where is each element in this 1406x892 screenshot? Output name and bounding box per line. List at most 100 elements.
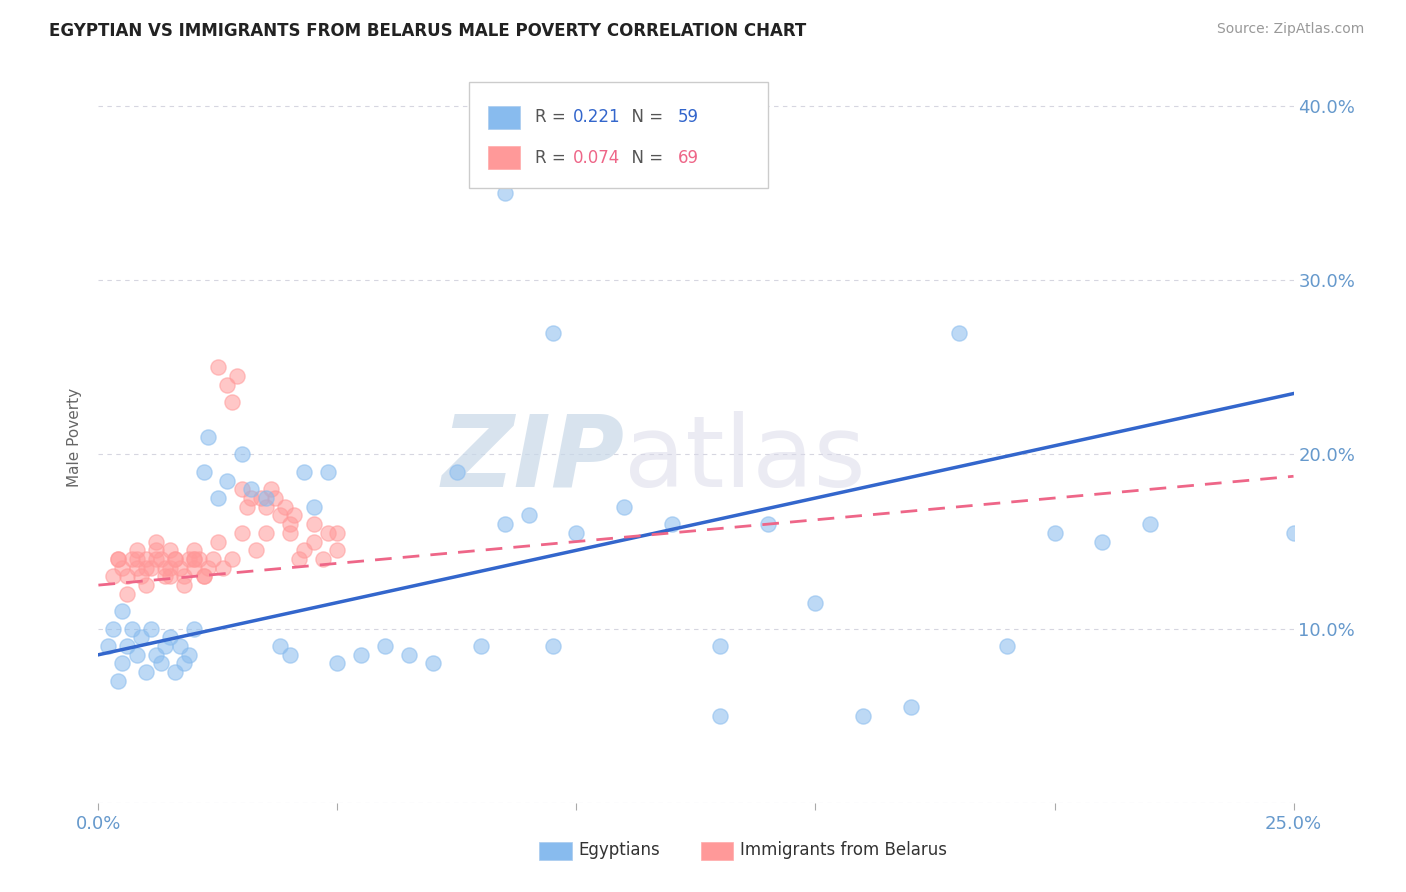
Point bbox=[183, 543, 205, 558]
Point bbox=[207, 360, 229, 375]
Point bbox=[125, 648, 148, 662]
Point bbox=[494, 186, 516, 201]
Point bbox=[163, 665, 186, 680]
Point bbox=[278, 525, 301, 540]
Point bbox=[221, 552, 243, 566]
Point bbox=[250, 491, 273, 505]
Point bbox=[226, 369, 249, 384]
Point bbox=[207, 534, 229, 549]
Point bbox=[326, 543, 349, 558]
Point bbox=[111, 657, 134, 671]
Point bbox=[135, 665, 157, 680]
Point bbox=[169, 560, 191, 574]
Point bbox=[1282, 525, 1305, 540]
Point bbox=[159, 631, 181, 645]
Point bbox=[149, 552, 172, 566]
Point bbox=[221, 395, 243, 409]
Point bbox=[131, 631, 153, 645]
Point bbox=[187, 552, 209, 566]
Point bbox=[115, 569, 138, 583]
FancyBboxPatch shape bbox=[540, 842, 572, 860]
Point bbox=[183, 552, 205, 566]
Point bbox=[97, 639, 120, 653]
Point bbox=[111, 560, 134, 574]
Text: 0.221: 0.221 bbox=[572, 109, 620, 127]
Point bbox=[292, 465, 315, 479]
Point bbox=[197, 560, 219, 574]
Point bbox=[1091, 534, 1114, 549]
Point bbox=[121, 552, 143, 566]
Point bbox=[278, 517, 301, 532]
Point bbox=[145, 534, 167, 549]
Point bbox=[217, 474, 239, 488]
Point bbox=[107, 552, 129, 566]
Point bbox=[302, 517, 325, 532]
Text: N =: N = bbox=[620, 109, 668, 127]
Point bbox=[183, 622, 205, 636]
Point bbox=[135, 560, 157, 574]
Point bbox=[111, 604, 134, 618]
Point bbox=[101, 569, 124, 583]
Point bbox=[121, 622, 143, 636]
Point bbox=[240, 483, 263, 497]
Point bbox=[193, 569, 215, 583]
Point bbox=[139, 622, 162, 636]
Text: 59: 59 bbox=[678, 109, 699, 127]
Point bbox=[155, 639, 177, 653]
Point bbox=[374, 639, 396, 653]
Point bbox=[193, 569, 215, 583]
Text: Immigrants from Belarus: Immigrants from Belarus bbox=[740, 841, 948, 859]
Point bbox=[169, 639, 191, 653]
Point bbox=[145, 648, 167, 662]
Point bbox=[264, 491, 287, 505]
Point bbox=[159, 560, 181, 574]
Point bbox=[661, 517, 683, 532]
Point bbox=[316, 525, 339, 540]
Point bbox=[350, 648, 373, 662]
FancyBboxPatch shape bbox=[488, 106, 520, 129]
Point bbox=[145, 552, 167, 566]
Point bbox=[179, 552, 201, 566]
Point bbox=[1043, 525, 1066, 540]
Point bbox=[211, 560, 233, 574]
Point bbox=[115, 639, 138, 653]
Point bbox=[756, 517, 779, 532]
Text: Egyptians: Egyptians bbox=[579, 841, 661, 859]
Point bbox=[231, 483, 253, 497]
Point bbox=[326, 525, 349, 540]
Point bbox=[254, 491, 277, 505]
Point bbox=[494, 517, 516, 532]
Point bbox=[302, 534, 325, 549]
Point bbox=[197, 430, 219, 444]
FancyBboxPatch shape bbox=[470, 82, 768, 188]
Text: N =: N = bbox=[620, 149, 668, 167]
Point bbox=[139, 560, 162, 574]
FancyBboxPatch shape bbox=[488, 146, 520, 169]
Point bbox=[269, 508, 291, 523]
Point bbox=[283, 508, 305, 523]
Point bbox=[269, 639, 291, 653]
Point bbox=[149, 657, 172, 671]
Point bbox=[254, 500, 277, 514]
Point bbox=[145, 543, 167, 558]
Point bbox=[115, 587, 138, 601]
Point bbox=[541, 326, 564, 340]
Point bbox=[125, 543, 148, 558]
Point bbox=[398, 648, 420, 662]
Point bbox=[217, 377, 239, 392]
Point bbox=[259, 483, 281, 497]
Point bbox=[101, 622, 124, 636]
Point bbox=[202, 552, 225, 566]
Point bbox=[995, 639, 1018, 653]
FancyBboxPatch shape bbox=[700, 842, 733, 860]
Point bbox=[292, 543, 315, 558]
Point bbox=[163, 552, 186, 566]
Point bbox=[1139, 517, 1161, 532]
Point bbox=[231, 525, 253, 540]
Point bbox=[312, 552, 335, 566]
Point bbox=[245, 543, 267, 558]
Point bbox=[107, 673, 129, 688]
Point bbox=[900, 700, 922, 714]
Point bbox=[173, 569, 195, 583]
Point bbox=[422, 657, 444, 671]
